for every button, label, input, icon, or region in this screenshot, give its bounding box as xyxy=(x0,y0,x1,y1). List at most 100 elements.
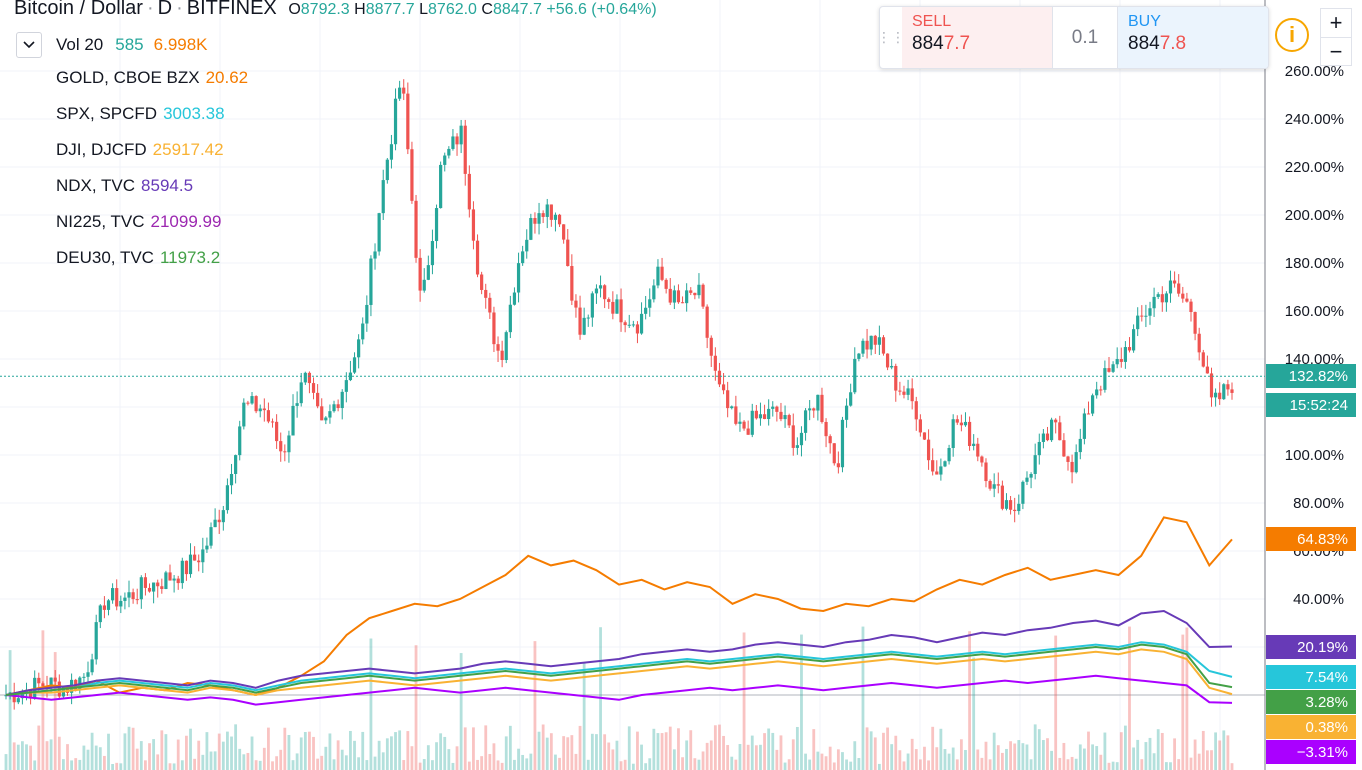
legend-item[interactable]: DEU30, TVC 11973.2 xyxy=(56,248,220,268)
volume-bar xyxy=(521,754,525,770)
candle-body xyxy=(393,98,398,145)
candle-body xyxy=(480,274,484,290)
candle-body xyxy=(1103,368,1107,390)
drag-handle-icon[interactable]: ⋮⋮ xyxy=(879,29,905,45)
price-tag: 20.19% xyxy=(1266,635,1356,659)
candle-body xyxy=(1078,438,1082,453)
candle-body xyxy=(717,370,722,385)
volume-bar xyxy=(349,730,352,770)
volume-bar xyxy=(250,736,254,770)
volume-bar xyxy=(135,748,139,770)
candle-body xyxy=(1062,440,1066,457)
legend-item[interactable]: SPX, SPCFD 3003.38 xyxy=(56,104,225,124)
candle-body xyxy=(283,451,287,453)
volume-bar xyxy=(303,732,307,770)
volume-bar xyxy=(1095,746,1099,770)
volume-bar xyxy=(558,757,561,770)
quantity-field[interactable]: 0.1 xyxy=(1052,7,1118,68)
zoom-in-button[interactable]: + xyxy=(1329,10,1343,35)
symbol-header[interactable]: Bitcoin / Dollar · D · BITFINEX O8792.3 H887… xyxy=(14,0,657,20)
volume-bar xyxy=(262,747,266,770)
candle-body xyxy=(873,335,877,345)
candle-body xyxy=(20,692,25,699)
info-icon[interactable]: i xyxy=(1275,18,1309,52)
volume-bar xyxy=(381,752,385,770)
volume-bar xyxy=(824,756,828,770)
volume-bar xyxy=(886,727,889,770)
candle-body xyxy=(988,481,992,489)
volume-bar xyxy=(492,743,496,770)
legend-item[interactable]: GOLD, CBOE BZX 20.62 xyxy=(56,68,248,88)
candle-body xyxy=(627,324,631,326)
candle-body xyxy=(631,324,635,326)
y-tick-label: 200.00% xyxy=(1285,207,1344,224)
zoom-out-button[interactable]: − xyxy=(1321,37,1351,66)
chevron-down-icon[interactable] xyxy=(16,32,42,58)
volume-bar xyxy=(1033,724,1037,770)
candle-body xyxy=(299,382,303,404)
candle-body xyxy=(127,592,131,598)
volume-bar xyxy=(791,739,795,770)
legend-item[interactable]: NI225, TVC 21099.99 xyxy=(56,212,221,232)
volume-bar xyxy=(312,736,315,770)
legend-item[interactable]: NDX, TVC 8594.5 xyxy=(56,176,193,196)
y-tick-label: 220.00% xyxy=(1285,159,1344,176)
volume-bar xyxy=(693,758,697,770)
candle-body xyxy=(500,350,504,360)
volume-bar xyxy=(508,725,512,770)
candle-body xyxy=(910,388,914,402)
candle-body xyxy=(1029,473,1033,478)
candle-body xyxy=(406,93,410,150)
legend-value: 8594.5 xyxy=(141,176,194,195)
btc-candles xyxy=(4,79,1234,710)
candle-body xyxy=(172,578,176,581)
candle-body xyxy=(176,578,180,584)
volume-bar xyxy=(713,725,717,770)
candle-body xyxy=(537,213,541,224)
candle-body xyxy=(931,460,935,472)
volume-bar xyxy=(484,725,488,770)
candle-body xyxy=(434,208,439,242)
volume-bar xyxy=(1091,744,1094,770)
candle-body xyxy=(812,408,816,411)
buy-button[interactable]: BUY 8847.8 xyxy=(1118,7,1268,68)
sell-button[interactable]: SELL 8847.7 xyxy=(902,7,1052,68)
volume-bar xyxy=(29,745,33,770)
candle-body xyxy=(939,466,943,475)
volume-bars xyxy=(4,626,1234,770)
volume-bar xyxy=(86,749,90,770)
volume-bar xyxy=(959,739,963,770)
volume-bar xyxy=(1029,759,1033,770)
candle-body xyxy=(902,391,906,395)
candle-body xyxy=(1004,500,1009,509)
volume-bar xyxy=(845,759,848,770)
y-tick-label: 160.00% xyxy=(1285,303,1344,320)
volume-bar xyxy=(369,638,373,770)
candle-body xyxy=(947,448,951,462)
legend-item[interactable]: DJI, DJCFD 25917.42 xyxy=(56,140,224,160)
volume-bar xyxy=(849,761,853,770)
comparison-line xyxy=(5,609,1233,696)
candle-body xyxy=(488,297,492,313)
candle-body xyxy=(41,683,45,687)
price-tag: 132.82% xyxy=(1266,364,1356,388)
candle-body xyxy=(1086,413,1091,415)
candle-body xyxy=(635,324,640,334)
candle-body xyxy=(344,380,348,392)
volume-bar xyxy=(422,759,426,770)
volume-bar xyxy=(1205,750,1209,770)
candle-body xyxy=(1160,294,1164,303)
candle-body xyxy=(86,672,90,677)
volume-bar xyxy=(730,756,734,770)
volume-bar xyxy=(607,742,611,770)
candle-body xyxy=(521,251,525,264)
volume-bar xyxy=(131,727,135,770)
candle-body xyxy=(1115,359,1119,365)
candle-body xyxy=(541,213,545,217)
volume-bar xyxy=(771,732,775,770)
candle-body xyxy=(754,410,758,419)
candle-body xyxy=(184,560,189,575)
candle-body xyxy=(557,214,562,225)
symbol-name[interactable]: Bitcoin / Dollar xyxy=(14,0,143,19)
